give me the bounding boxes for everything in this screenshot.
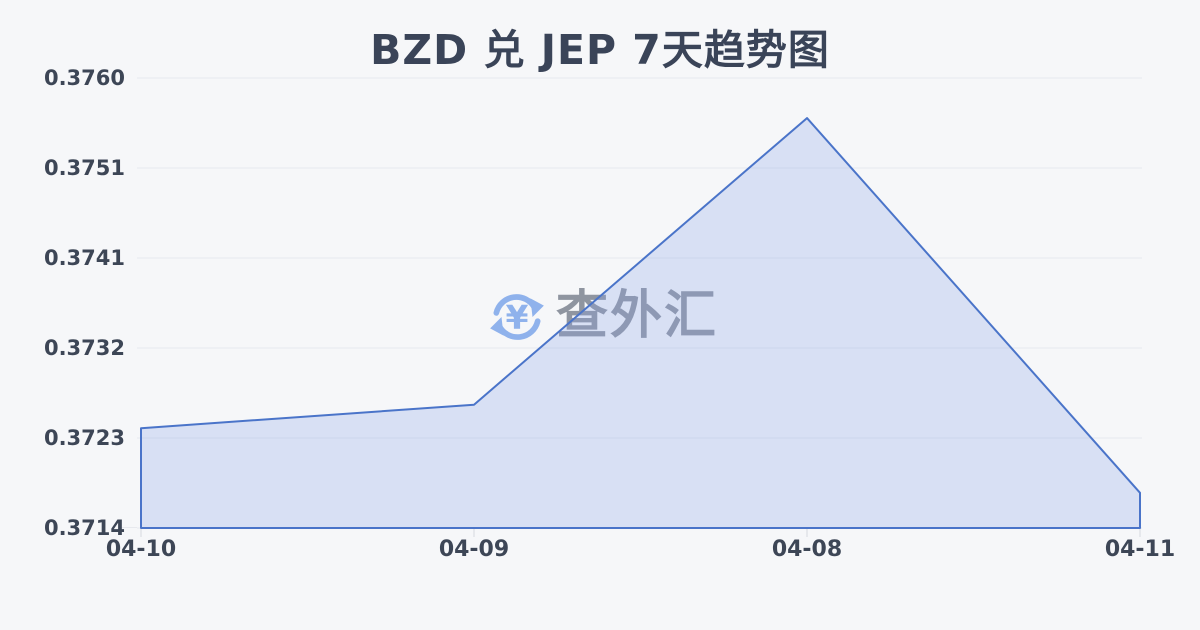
area-series [140, 117, 1141, 529]
x-axis-tick-label: 04-10 [105, 537, 177, 562]
watermark: ¥ 查外汇 [486, 285, 718, 347]
watermark-text: 查外汇 [556, 290, 718, 342]
x-axis-tick-label: 04-08 [771, 537, 843, 562]
y-axis-tick-label: 0.3732 [43, 336, 125, 360]
y-axis-tick-label: 0.3741 [43, 246, 125, 270]
y-axis-tick-label: 0.3714 [43, 516, 125, 540]
svg-text:¥: ¥ [506, 297, 529, 336]
chart-title: BZD 兑 JEP 7天趋势图 [370, 26, 830, 74]
y-axis-tick-label: 0.3751 [43, 156, 125, 180]
y-axis-tick-label: 0.3760 [43, 66, 125, 90]
y-axis-tick-label: 0.3723 [43, 426, 125, 450]
currency-exchange-refresh-icon: ¥ [490, 294, 544, 340]
x-axis-tick-label: 04-09 [438, 537, 510, 562]
x-axis-tick-label: 04-11 [1104, 537, 1176, 562]
